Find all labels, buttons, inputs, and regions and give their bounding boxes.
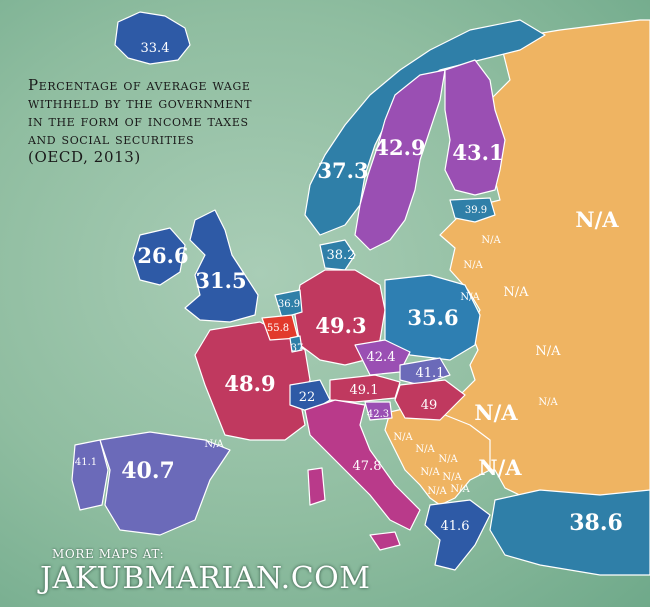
label-denmark: 38.2 (327, 248, 356, 263)
label-poland: 35.6 (407, 305, 458, 330)
label-slovakia: 41.1 (416, 366, 445, 381)
label-spain: 40.7 (121, 458, 175, 484)
label-slovenia: 42.3 (367, 409, 389, 420)
label-turkey: 38.6 (569, 510, 623, 536)
country-ireland (132, 227, 186, 286)
country-greece (424, 499, 491, 571)
country-turkey (489, 489, 650, 576)
country-sweden (354, 69, 446, 251)
country-spain (99, 431, 231, 536)
country-slovenia (364, 401, 393, 421)
label-italy: 47.8 (353, 459, 382, 474)
country-czech (354, 339, 411, 376)
label-ukraine: N/A (535, 344, 561, 359)
label-greece: 41.6 (441, 519, 470, 534)
country-portugal (71, 439, 109, 511)
country-italy (304, 399, 421, 531)
label-belarus: N/A (503, 285, 529, 300)
label-albania: N/A (427, 486, 447, 497)
label-austria: 49.1 (350, 383, 379, 398)
label-switzerland: 22 (299, 390, 316, 405)
country-hungary (394, 379, 466, 421)
map-title: Percentage of average wage withheld by t… (28, 76, 328, 166)
country-luxembourg (289, 335, 303, 353)
label-norway: 37.3 (317, 158, 368, 183)
label-finland: 43.1 (452, 140, 503, 165)
country-netherlands (274, 289, 303, 319)
credit-line-1: MORE MAPS AT: (52, 547, 165, 561)
label-estonia: 39.9 (465, 205, 487, 216)
label-bosnia: N/A (415, 444, 435, 455)
label-iceland: 33.4 (141, 41, 170, 56)
label-kosovo: N/A (442, 472, 462, 483)
label-portugal: 41.1 (75, 457, 97, 468)
country-iceland (114, 11, 191, 65)
credit-link[interactable]: JAKUBMARIAN.COM (40, 561, 371, 596)
country-denmark (319, 239, 356, 271)
title-line: in the form of income taxes (28, 112, 249, 130)
label-france: 48.9 (224, 371, 275, 396)
label-uk: 31.5 (195, 268, 246, 293)
country-austria (329, 374, 401, 403)
region-na-balkans (384, 404, 491, 506)
country-italy-sicily (369, 531, 401, 551)
country-estonia (449, 197, 496, 223)
title-line: (OECD, 2013) (28, 148, 141, 166)
country-italy-sardinia (307, 467, 326, 506)
label-belgium: 55.8 (267, 323, 289, 334)
country-uk (184, 209, 259, 323)
label-moldova: N/A (538, 397, 558, 408)
label-romania: N/A (474, 400, 518, 425)
label-netherlands: 36.9 (278, 299, 300, 310)
label-ireland: 26.6 (137, 243, 188, 268)
label-latvia: N/A (481, 235, 501, 246)
label-sweden: 42.9 (374, 135, 425, 160)
label-andorra: N/A (204, 439, 224, 450)
country-slovakia (399, 357, 451, 386)
label-croatia: N/A (393, 432, 413, 443)
label-kaliningrad: N/A (460, 292, 480, 303)
label-macedonia: N/A (450, 484, 470, 495)
title-line: withheld by the government (28, 94, 253, 112)
label-luxembourg: 37 (291, 343, 304, 354)
label-germany: 49.3 (315, 313, 366, 338)
country-finland (444, 59, 506, 196)
label-montenegro: N/A (420, 467, 440, 478)
label-bulgaria: N/A (478, 455, 522, 480)
label-hungary: 49 (421, 398, 438, 413)
label-serbia: N/A (438, 454, 458, 465)
title-line: Percentage of average wage (28, 76, 251, 94)
label-russia: N/A (575, 207, 619, 232)
label-czech: 42.4 (367, 350, 396, 365)
label-lithuania: N/A (463, 260, 483, 271)
title-line: and social securities (28, 130, 195, 148)
